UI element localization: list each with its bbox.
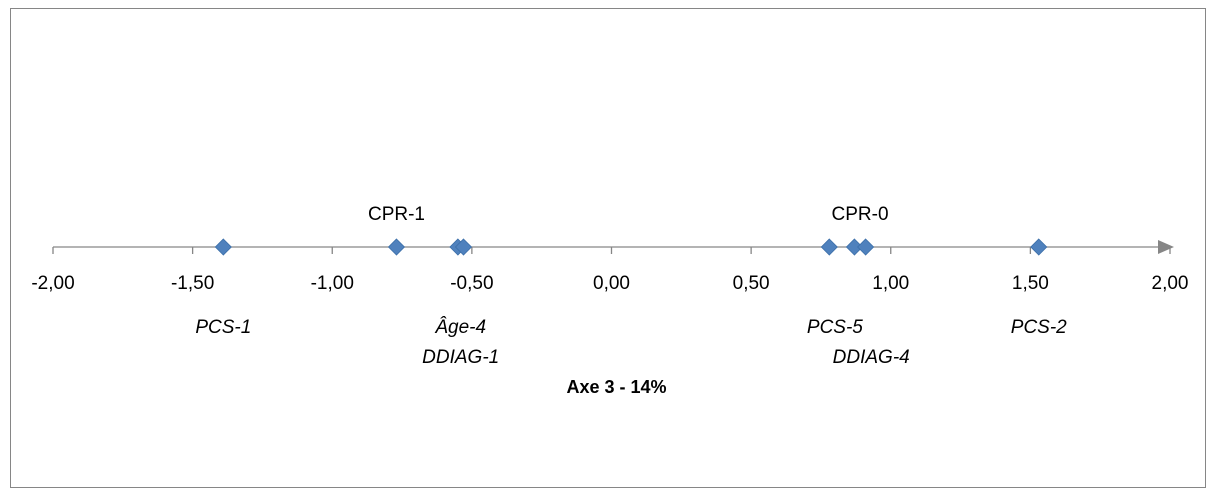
point-labels: CPR-1 CPR-0 PCS-1 Âge-4 DDIAG-1 PCS-5 DDIAG-4 P…: [195, 204, 1067, 368]
point-label: DDIAG-4: [833, 347, 910, 368]
point-label: CPR-1: [368, 204, 425, 225]
x-axis-ticks: -2,00 -1,50 -1,00 -0,50 0,00 0,50 1,00 1,50 2,00: [31, 247, 1188, 294]
x-tick-label: -1,00: [311, 273, 354, 294]
chart-area: [10, 8, 1206, 488]
x-axis-title: Axe 3 - 14%: [566, 377, 666, 397]
data-point-diamond: [387, 238, 406, 256]
x-tick-label: 0,50: [733, 273, 770, 294]
x-tick-label: 1,50: [1012, 273, 1049, 294]
data-points: [214, 238, 1048, 256]
x-tick-label: 2,00: [1152, 273, 1189, 294]
data-point-diamond: [454, 238, 473, 256]
x-axis-arrowhead: [1158, 240, 1174, 254]
x-tick-label: -1,50: [171, 273, 214, 294]
point-label: PCS-5: [807, 317, 863, 338]
data-point-diamond: [1030, 238, 1048, 256]
x-tick-label: 1,00: [872, 273, 909, 294]
data-point-diamond: [820, 238, 838, 256]
data-point-diamond: [857, 238, 875, 256]
point-label: PCS-1: [195, 317, 251, 338]
data-point-diamond: [214, 238, 232, 256]
x-axis: [53, 240, 1174, 254]
point-label: Âge-4: [434, 316, 486, 338]
x-tick-label: -0,50: [450, 273, 493, 294]
point-label: DDIAG-1: [422, 347, 499, 368]
x-tick-label: 0,00: [593, 273, 630, 294]
point-label: CPR-0: [832, 204, 889, 225]
point-label: PCS-2: [1011, 317, 1067, 338]
x-tick-label: -2,00: [31, 273, 74, 294]
